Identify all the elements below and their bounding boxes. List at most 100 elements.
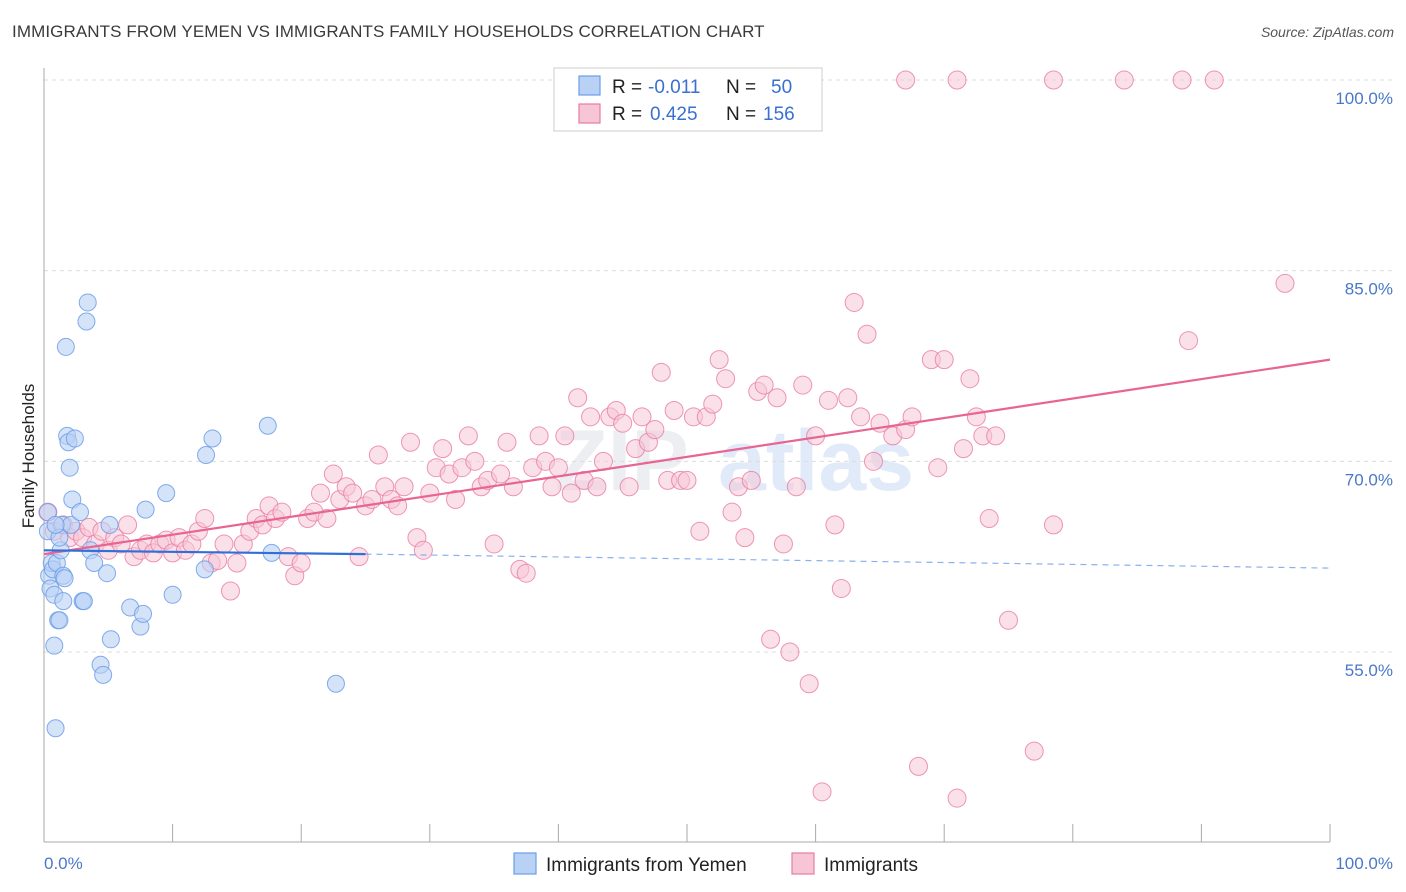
point-yemen — [65, 429, 84, 448]
legend-r-value-2: 0.425 — [650, 104, 698, 125]
point-immigrants — [934, 350, 954, 370]
point-yemen — [77, 312, 96, 331]
point-immigrants — [857, 324, 877, 344]
point-immigrants — [497, 432, 517, 452]
bottom-legend-label-immigrants: Immigrants — [824, 855, 918, 876]
point-immigrants — [220, 581, 240, 601]
point-immigrants — [960, 369, 980, 389]
point-immigrants — [1044, 515, 1064, 535]
y-tick-labels: 55.0% 70.0% 85.0% 100.0% — [1335, 89, 1393, 680]
point-immigrants — [343, 483, 363, 503]
chart-title: IMMIGRANTS FROM YEMEN VS IMMIGRANTS FAMI… — [12, 22, 765, 41]
y-tick-label: 55.0% — [1345, 661, 1393, 680]
legend-r-value-1: -0.011 — [648, 77, 700, 98]
point-immigrants — [465, 451, 485, 471]
point-immigrants — [709, 350, 729, 370]
point-immigrants — [947, 788, 967, 808]
point-immigrants — [568, 388, 588, 408]
point-immigrants — [118, 515, 138, 535]
point-immigrants — [548, 458, 568, 478]
point-immigrants — [323, 464, 343, 484]
legend-swatch-yemen — [578, 75, 601, 96]
legend-n-value-2: 156 — [763, 104, 795, 125]
point-immigrants — [947, 70, 967, 90]
point-immigrants — [1044, 70, 1064, 90]
point-immigrants — [966, 407, 986, 427]
point-immigrants — [503, 477, 523, 497]
legend-swatch-immigrants — [578, 103, 601, 124]
point-immigrants — [844, 292, 864, 312]
point-yemen — [157, 484, 176, 503]
point-immigrants — [780, 642, 800, 662]
legend-r-label-1: R = — [612, 77, 642, 98]
point-immigrants — [484, 534, 504, 554]
point-immigrants — [928, 458, 948, 478]
x-tick-label: 100.0% — [1335, 854, 1393, 873]
point-immigrants — [773, 534, 793, 554]
point-immigrants — [818, 390, 838, 410]
point-immigrants — [851, 407, 871, 427]
trend-lines — [43, 358, 1331, 569]
point-yemen — [46, 719, 65, 738]
point-immigrants — [863, 451, 883, 471]
trendline-yemen-extrapolated — [365, 553, 1331, 569]
point-immigrants — [613, 413, 633, 433]
series-yemen-points — [38, 293, 345, 738]
point-yemen — [54, 592, 73, 611]
point-immigrants — [587, 477, 607, 497]
point-immigrants — [651, 362, 671, 382]
point-immigrants — [831, 578, 851, 598]
point-yemen — [197, 445, 216, 464]
point-immigrants — [999, 610, 1018, 630]
point-immigrants — [394, 477, 414, 497]
point-yemen — [195, 560, 214, 579]
point-yemen — [45, 636, 64, 655]
y-tick-label: 100.0% — [1335, 89, 1393, 108]
point-immigrants — [310, 483, 330, 503]
point-immigrants — [561, 483, 581, 503]
point-immigrants — [953, 439, 973, 459]
point-immigrants — [767, 388, 787, 408]
point-immigrants — [690, 521, 710, 541]
point-yemen — [94, 665, 113, 684]
point-yemen — [101, 630, 120, 649]
point-immigrants — [896, 70, 916, 90]
point-immigrants — [677, 470, 697, 490]
point-yemen — [85, 554, 104, 573]
point-immigrants — [1179, 331, 1199, 351]
point-immigrants — [825, 515, 845, 535]
point-immigrants — [195, 509, 215, 529]
point-immigrants — [555, 426, 575, 446]
point-immigrants — [664, 400, 684, 420]
point-yemen — [326, 674, 345, 693]
point-immigrants — [516, 563, 536, 583]
point-immigrants — [786, 477, 806, 497]
correlation-legend: R = -0.011 N = 50 R = 0.425 N = 156 — [553, 67, 823, 132]
point-immigrants — [433, 439, 453, 459]
point-yemen — [78, 293, 97, 312]
point-yemen — [50, 611, 69, 630]
point-yemen — [134, 604, 153, 623]
trendline-immigrants — [43, 358, 1331, 556]
point-yemen — [46, 515, 65, 534]
point-immigrants — [1024, 741, 1044, 761]
point-immigrants — [722, 502, 742, 522]
point-immigrants — [420, 483, 440, 503]
point-immigrants — [632, 407, 652, 427]
bottom-legend-label-yemen: Immigrants from Yemen — [546, 855, 747, 876]
y-tick-label: 85.0% — [1345, 280, 1393, 299]
y-tick-label: 70.0% — [1345, 470, 1393, 489]
point-immigrants — [799, 674, 819, 694]
point-yemen — [71, 503, 90, 522]
point-yemen — [56, 337, 75, 356]
point-immigrants — [716, 369, 736, 389]
point-immigrants — [741, 470, 761, 490]
point-yemen — [55, 569, 74, 588]
legend-n-label-2: N = — [726, 104, 756, 125]
point-immigrants — [1172, 70, 1192, 90]
axes — [43, 68, 1331, 843]
point-immigrants — [812, 782, 832, 802]
point-immigrants — [793, 375, 813, 395]
x-tick-labels: 0.0% 100.0% — [44, 854, 1393, 873]
